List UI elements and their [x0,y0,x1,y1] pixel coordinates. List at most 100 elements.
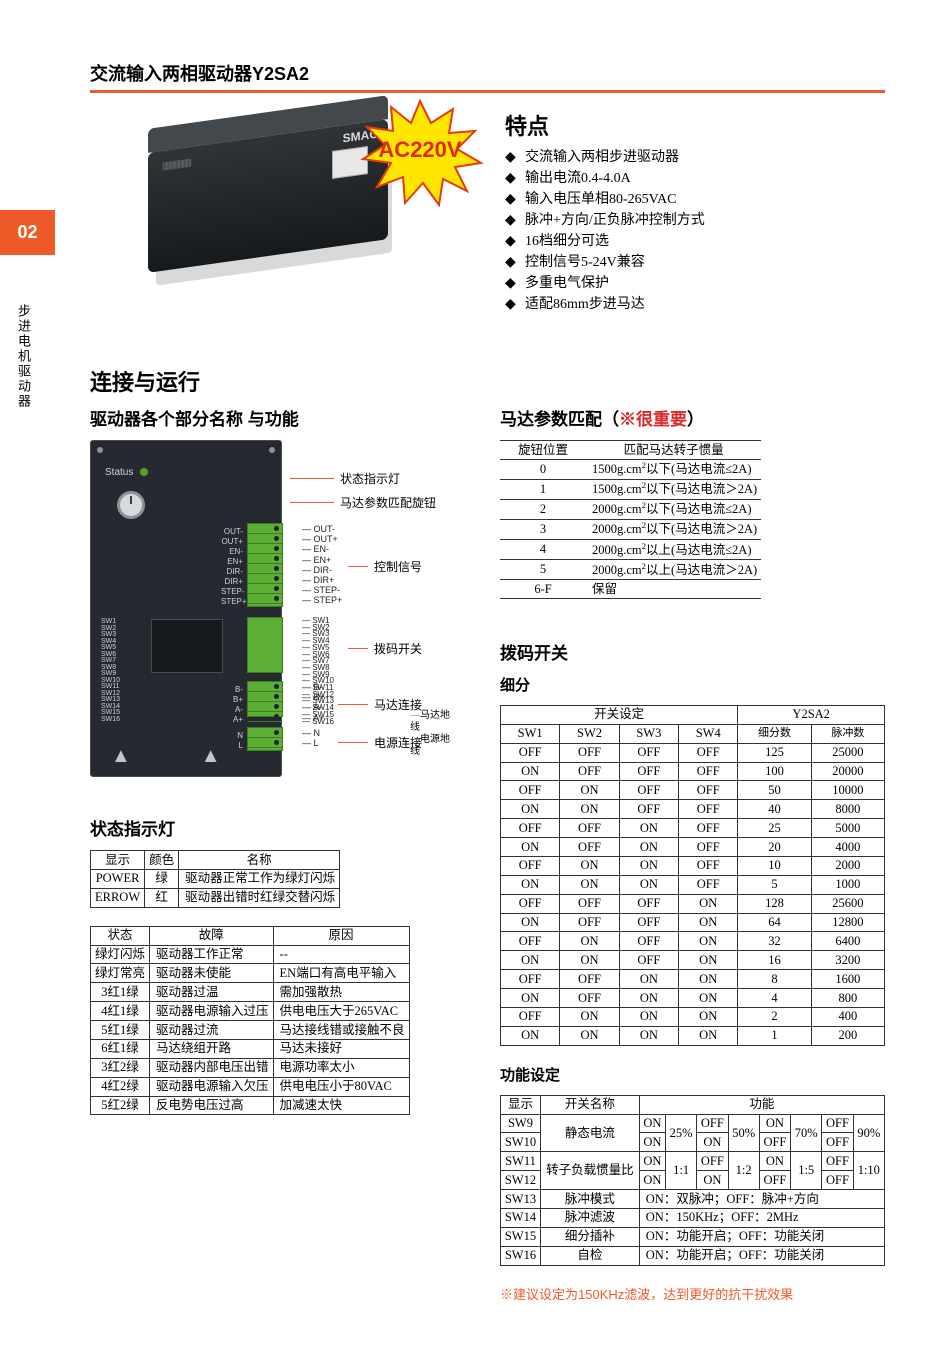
callout-ctrl: 控制信号 [374,558,422,575]
table-header: SW3 [619,724,678,743]
table-header: SW1 [501,724,560,743]
table-row: ERROW红驱动器出错时红绿交替闪烁 [91,888,340,907]
callout-knob: 马达参数匹配旋钮 [340,494,436,511]
callout-status-led: 状态指示灯 [340,470,400,487]
table-row: 11500g.cm2以下(马达电流＞2A) [500,479,761,499]
table-header: 细分数 [738,724,811,743]
feature-item: 输出电流0.4-4.0A [525,168,631,189]
table-row: SW9静态电流ON25%OFF50%ON70%OFF90% [501,1114,885,1133]
table-row: ONOFFONON4800 [501,989,885,1008]
bullet-icon: ◆ [505,147,515,168]
table-row: ONOFFOFFON6412800 [501,913,885,932]
table-row: 6红1绿马达绕组开路马达未接好 [91,1039,410,1058]
table-row: 5红2绿反电势电压过高加减速太快 [91,1096,410,1115]
table-row: OFFONONOFF102000 [501,856,885,875]
product-photo: |||||||||||||||||||||||||||||||||||| SMA… [120,101,415,291]
table-row: OFFOFFOFFON12825600 [501,894,885,913]
header-group: 开关设定 [501,705,738,724]
table-row: ONONOFFOFF408000 [501,800,885,819]
bullet-icon: ◆ [505,231,515,252]
table-row: 22000g.cm2以下(马达电流≤2A) [500,499,761,519]
table-row: 42000g.cm2以上(马达电流≤2A) [500,540,761,560]
page-title: 交流输入两相驱动器Y2SA2 [90,64,309,84]
table-row: ONOFFONOFF204000 [501,838,885,857]
table-header: 原因 [273,926,409,945]
sec-connect-heading: 连接与运行 [90,365,885,397]
table-header: 匹配马达转子惯量 [586,441,761,460]
table-row: SW15细分插补ON：功能开启；OFF：功能关闭 [501,1227,885,1246]
table-row: 3红2绿驱动器内部电压出错电源功率太小 [91,1058,410,1077]
table-row: POWER绿驱动器正常工作为绿灯闪烁 [91,869,340,888]
callout-ground-wires: —马达地线 —电源地线 [410,710,455,758]
table-row: 4红2绿驱动器电源输入欠压供电电压小于80VAC [91,1077,410,1096]
feature-item: 16档细分可选 [525,231,609,252]
match-table: 旋钮位置匹配马达转子惯量01500g.cm2以下(马达电流≤2A)11500g.… [500,440,885,599]
table-header: SW2 [560,724,619,743]
feature-item: 控制信号5-24V兼容 [525,252,645,273]
table-row: OFFONONON2400 [501,1007,885,1026]
table-row: OFFOFFONON81600 [501,970,885,989]
table-row: 3红1绿驱动器过温需加强散热 [91,983,410,1002]
header-group: Y2SA2 [738,705,885,724]
voltage-burst-badge: AC220V [355,97,485,212]
table-row: 5红1绿驱动器过流马达接线错或接触不良 [91,1021,410,1040]
match-heading: 马达参数匹配（※很重要） [500,405,885,430]
feature-item: 输入电压单相80-265VAC [525,189,676,210]
table-row: ONONONOFF51000 [501,875,885,894]
feature-item: 交流输入两相步进驱动器 [525,147,679,168]
table-header: 状态 [91,926,150,945]
bullet-icon: ◆ [505,210,515,231]
table-row: SW13脉冲模式ON：双脉冲；OFF：脉冲+方向 [501,1190,885,1209]
bullet-icon: ◆ [505,273,515,294]
dip-block-icon [151,619,223,673]
func-table: 显示开关名称功能SW9静态电流ON25%OFF50%ON70%OFF90%SW1… [500,1095,885,1266]
bullet-icon: ◆ [505,168,515,189]
table-header: 颜色 [145,851,179,870]
table-header: 故障 [150,926,274,945]
title-underline [90,90,885,93]
table-row: 绿灯闪烁驱动器工作正常-- [91,945,410,964]
table-row: SW14脉冲滤波ON：150KHz；OFF：2MHz [501,1208,885,1227]
bullet-icon: ◆ [505,252,515,273]
page-title-bar: 交流输入两相驱动器Y2SA2 [90,60,885,93]
table-row: 01500g.cm2以下(马达电流≤2A) [500,459,761,479]
side-category-label: 步进电机驱动器 [14,304,33,409]
func-note: ※建议设定为150KHz滤波，达到更好的抗干扰效果 [500,1284,885,1303]
bullet-icon: ◆ [505,189,515,210]
table-row: OFFOFFOFFOFF12525000 [501,743,885,762]
feature-item: 适配86mm步进马达 [525,294,645,315]
feature-item: 多重电气保护 [525,273,609,294]
table-row: ONOFFOFFOFF10020000 [501,762,885,781]
table-row: 52000g.cm2以上(马达电流＞2A) [500,560,761,580]
driver-diagram: Status OUT-OUT+EN-EN+DIR-DIR+STEP-STEP+ … [90,440,455,775]
table-header: SW4 [679,724,738,743]
status-table-2: 状态故障原因绿灯闪烁驱动器工作正常--绿灯常亮驱动器未使能EN端口有高电平输入3… [90,926,460,1116]
features-list: ◆ 交流输入两相步进驱动器 ◆ 输出电流0.4-4.0A ◆ 输入电压单相80-265VA… [505,147,885,315]
table-row: SW11转子负载惯量比ON1:1OFF1:2ON1:5OFF1:10 [501,1152,885,1171]
table-row: OFFONOFFOFF5010000 [501,781,885,800]
rotary-knob-icon [117,491,145,519]
table-header: 名称 [179,851,340,870]
func-heading: 功能设定 [500,1064,885,1085]
table-row: 绿灯常亮驱动器未使能EN端口有高电平输入 [91,964,410,983]
burst-text: AC220V [378,137,461,162]
table-row: 6-F保留 [500,580,761,599]
subdiv-table: 开关设定Y2SA2SW1SW2SW3SW4细分数脉冲数OFFOFFOFFOFF1… [500,705,885,1046]
terminal-motor-icon [247,681,283,717]
table-row: OFFONOFFON326400 [501,932,885,951]
dip-heading: 拨码开关 [500,639,885,664]
table-row: 4红1绿驱动器电源输入过压供电电压大于265VAC [91,1002,410,1021]
feature-item: 脉冲+方向/正负脉冲控制方式 [525,210,705,231]
table-row: ONONOFFON163200 [501,951,885,970]
features-block: 特点 ◆交流输入两相步进驱动器◆输出电流0.4-4.0A◆输入电压单相80-26… [505,109,885,315]
terminal-dip-icon [247,617,283,673]
sec-parts-heading: 驱动器各个部分名称 与功能 [90,405,460,430]
callout-dip: 拨码开关 [374,640,422,657]
subdiv-label: 细分 [500,674,885,695]
table-row: SW16自检ON：功能开启；OFF：功能关闭 [501,1246,885,1265]
table-row: 32000g.cm2以下(马达电流＞2A) [500,519,761,539]
chapter-tab: 02 [0,210,55,255]
bullet-icon: ◆ [505,294,515,315]
status-table-1: 显示颜色名称POWER绿驱动器正常工作为绿灯闪烁ERROW红驱动器出错时红绿交替… [90,850,460,908]
table-row: OFFOFFONOFF255000 [501,819,885,838]
